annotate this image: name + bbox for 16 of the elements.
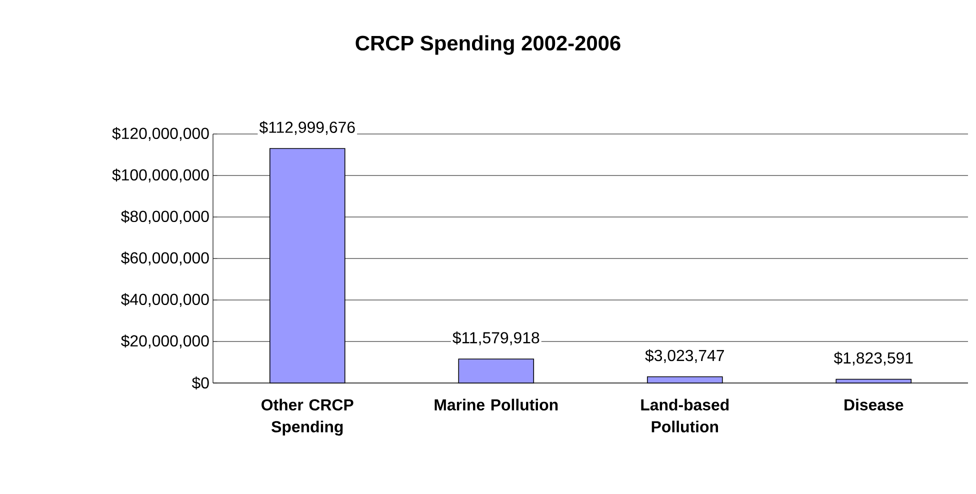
x-tick-label: Marine Pollution [434,398,558,410]
x-tick-label: Other CRCP Spending [262,398,354,436]
data-label: $1,823,591 [834,352,913,366]
y-tick-label: $120,000,000 [112,127,209,141]
data-label: $3,023,747 [645,349,724,364]
y-tick-label: $60,000,000 [121,252,209,266]
data-label: $11,579,918 [452,331,540,346]
y-tick-label: $0 [192,376,209,390]
y-tick-label: $20,000,000 [121,334,209,348]
x-tick-label: Disease [844,398,904,410]
y-tick-label: $100,000,000 [112,168,209,182]
y-tick-label: $80,000,000 [121,210,209,224]
data-label: $112,999,676 [259,120,355,135]
y-tick-label: $40,000,000 [121,293,209,307]
x-tick-label: Land-based Pollution [641,398,729,432]
chart-title: CRCP Spending 2002-2006 [356,35,620,55]
